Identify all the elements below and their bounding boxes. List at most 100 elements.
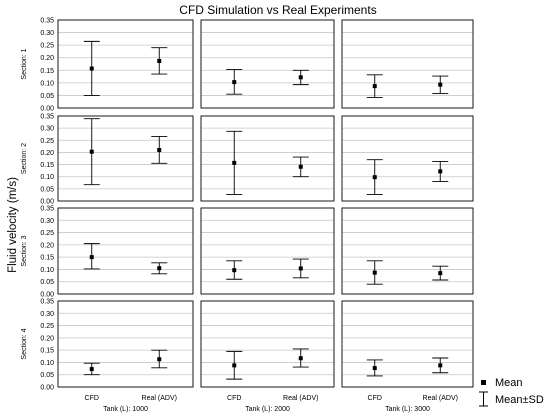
y-tick-label: 0.25	[40, 43, 54, 50]
panel	[200, 115, 335, 202]
panel-frame	[57, 19, 194, 109]
y-tick-label: 0.10	[40, 360, 54, 367]
x-tick-label: CFD	[368, 395, 382, 402]
y-tick-label: 0.30	[40, 218, 54, 225]
row-label: Section: 1	[21, 48, 28, 79]
mean-marker	[298, 356, 303, 361]
panel-frame	[57, 115, 194, 202]
y-tick-label: 0.00	[40, 199, 54, 206]
mean-marker	[157, 58, 162, 63]
panel-frame	[341, 207, 474, 295]
y-tick-label: 0.00	[40, 292, 54, 299]
mean-marker	[298, 75, 303, 80]
panel	[341, 115, 474, 202]
y-tick-label: 0.35	[40, 18, 54, 25]
y-tick-label: 0.00	[40, 385, 54, 392]
panel	[200, 300, 335, 388]
mean-marker	[372, 270, 377, 275]
y-tick-label: 0.05	[40, 186, 54, 193]
x-tick-label: Real (ADV)	[283, 395, 318, 402]
y-tick-label: 0.25	[40, 323, 54, 330]
mean-marker	[157, 266, 162, 271]
panel-frame	[200, 300, 335, 388]
mean-marker	[89, 66, 94, 71]
y-tick-label: 0.30	[40, 311, 54, 318]
panel-frame	[341, 115, 474, 202]
legend: Mean Mean±SD	[479, 377, 544, 407]
panel	[57, 207, 194, 295]
panel-frame	[200, 207, 335, 295]
panel-grid: Section: 1 0.00 0.05 0.10 0.15 0.20 0.25 0.30 0.…	[21, 18, 474, 413]
row-label: Section: 2	[21, 143, 28, 174]
mean-marker	[232, 363, 237, 368]
panel	[341, 207, 474, 295]
mean-marker	[232, 80, 237, 85]
mean-marker	[372, 84, 377, 89]
y-tick-label: 0.00	[40, 106, 54, 113]
y-tick-label: 0.35	[40, 299, 54, 306]
x-tick-label: CFD	[85, 395, 99, 402]
mean-marker	[298, 266, 303, 271]
y-tick-label: 0.35	[40, 114, 54, 121]
legend-mean-symbol	[481, 380, 486, 385]
y-axis-label: Fluid velocity (m/s)	[7, 177, 19, 273]
panel-frame	[341, 19, 474, 109]
y-tick-label: 0.05	[40, 279, 54, 286]
row-label: Section: 3	[21, 235, 28, 266]
y-tick-label: 0.35	[40, 206, 54, 213]
mean-marker	[232, 160, 237, 165]
panel-frame	[341, 300, 474, 388]
x-tick-label: Real (ADV)	[423, 395, 458, 402]
y-tick-label: 0.20	[40, 242, 54, 249]
panel	[57, 300, 194, 388]
y-tick-label: 0.10	[40, 267, 54, 274]
x-tick-label: CFD	[227, 395, 241, 402]
y-tick-label: 0.10	[40, 174, 54, 181]
column-label: Tank (L): 2000	[245, 406, 290, 413]
mean-marker	[157, 148, 162, 152]
y-tick-label: 0.20	[40, 150, 54, 157]
mean-marker	[298, 164, 303, 169]
chart-title: CFD Simulation vs Real Experiments	[179, 3, 376, 17]
mean-marker	[372, 175, 377, 180]
y-tick-label: 0.20	[40, 55, 54, 62]
y-tick-label: 0.30	[40, 126, 54, 133]
mean-marker	[89, 255, 94, 260]
y-tick-label: 0.15	[40, 348, 54, 355]
mean-marker	[438, 271, 443, 276]
y-tick-label: 0.15	[40, 255, 54, 262]
mean-marker	[232, 268, 237, 273]
y-tick-label: 0.25	[40, 230, 54, 237]
mean-marker	[438, 82, 443, 87]
panel	[57, 19, 194, 109]
panel	[200, 207, 335, 295]
y-tick-label: 0.30	[40, 30, 54, 37]
y-tick-label: 0.05	[40, 93, 54, 100]
legend-sd-label: Mean±SD	[495, 394, 544, 406]
y-tick-label: 0.05	[40, 372, 54, 379]
mean-marker	[438, 363, 443, 368]
mean-marker	[89, 367, 94, 372]
panel	[57, 115, 194, 202]
y-tick-label: 0.25	[40, 138, 54, 145]
y-tick-label: 0.20	[40, 335, 54, 342]
panel-frame	[57, 207, 194, 295]
x-tick-label: Real (ADV)	[142, 395, 177, 402]
column-label: Tank (L): 3000	[385, 406, 430, 413]
y-tick-label: 0.15	[40, 162, 54, 169]
mean-marker	[438, 169, 443, 174]
y-tick-label: 0.10	[40, 80, 54, 87]
row-label: Section: 4	[21, 328, 28, 359]
y-tick-label: 0.15	[40, 68, 54, 75]
panel	[341, 300, 474, 388]
panel-frame	[200, 19, 335, 109]
mean-marker	[372, 366, 377, 371]
panel-frame	[200, 115, 335, 202]
mean-marker	[157, 357, 162, 362]
panel	[341, 19, 474, 109]
legend-mean-label: Mean	[495, 377, 523, 389]
column-label: Tank (L): 1000	[103, 406, 148, 413]
panel-frame	[57, 300, 194, 388]
panel	[200, 19, 335, 109]
